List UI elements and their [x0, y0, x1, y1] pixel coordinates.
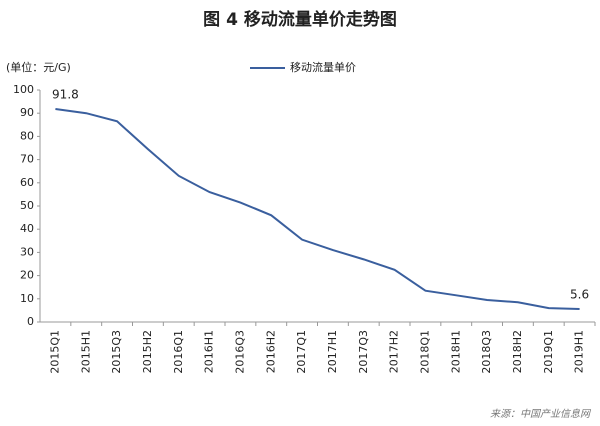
x-tick-label: 2018Q3	[480, 330, 493, 374]
y-tick-label: 80	[20, 129, 34, 142]
x-tick-label: 2016Q3	[233, 330, 246, 374]
y-tick-label: 40	[20, 222, 34, 235]
x-tick-label: 2019H1	[573, 330, 586, 373]
y-tick-label: 0	[27, 315, 34, 328]
x-tick-label: 2018H2	[511, 330, 524, 373]
x-tick-label: 2017H2	[388, 330, 401, 373]
y-tick-label: 20	[20, 269, 34, 282]
source: 来源：中国产业信息网	[490, 408, 592, 420]
y-tick-label: 10	[20, 292, 34, 305]
y-tick-label: 50	[20, 199, 34, 212]
line	[55, 108, 580, 311]
x-tick-label: 2017Q1	[295, 330, 308, 374]
x-tick-label: 2016Q1	[172, 330, 185, 374]
x-tick-label: 2015Q3	[110, 330, 123, 374]
chart-title: 图 4 移动流量单价走势图	[203, 9, 397, 30]
x-tick-label: 2015H2	[141, 330, 154, 373]
y-tick-label: 100	[13, 83, 34, 96]
y-tick-label: 90	[20, 106, 34, 119]
legend-label: 移动流量单价	[290, 60, 356, 74]
x-tick-label: 2016H2	[264, 330, 277, 373]
y-tick-label: 60	[20, 176, 34, 189]
x-tick-label: 2017Q3	[357, 330, 370, 374]
x-tick-label: 2018Q1	[418, 330, 431, 374]
data-label: 91.8	[52, 88, 79, 102]
x-tick-label: 2015H1	[79, 330, 92, 373]
x-tick-label: 2018H1	[449, 330, 462, 373]
unit-label: (单位：元/G)	[6, 60, 71, 74]
x-tick-label: 2019Q1	[542, 330, 555, 374]
y-tick-label: 30	[20, 245, 34, 258]
y-tick-label: 70	[20, 153, 34, 166]
x-tick-label: 2015Q1	[48, 330, 61, 374]
data-label: 5.6	[570, 288, 589, 302]
x-tick-label: 2017H1	[326, 330, 339, 373]
x-tick-label: 2016H1	[203, 330, 216, 373]
